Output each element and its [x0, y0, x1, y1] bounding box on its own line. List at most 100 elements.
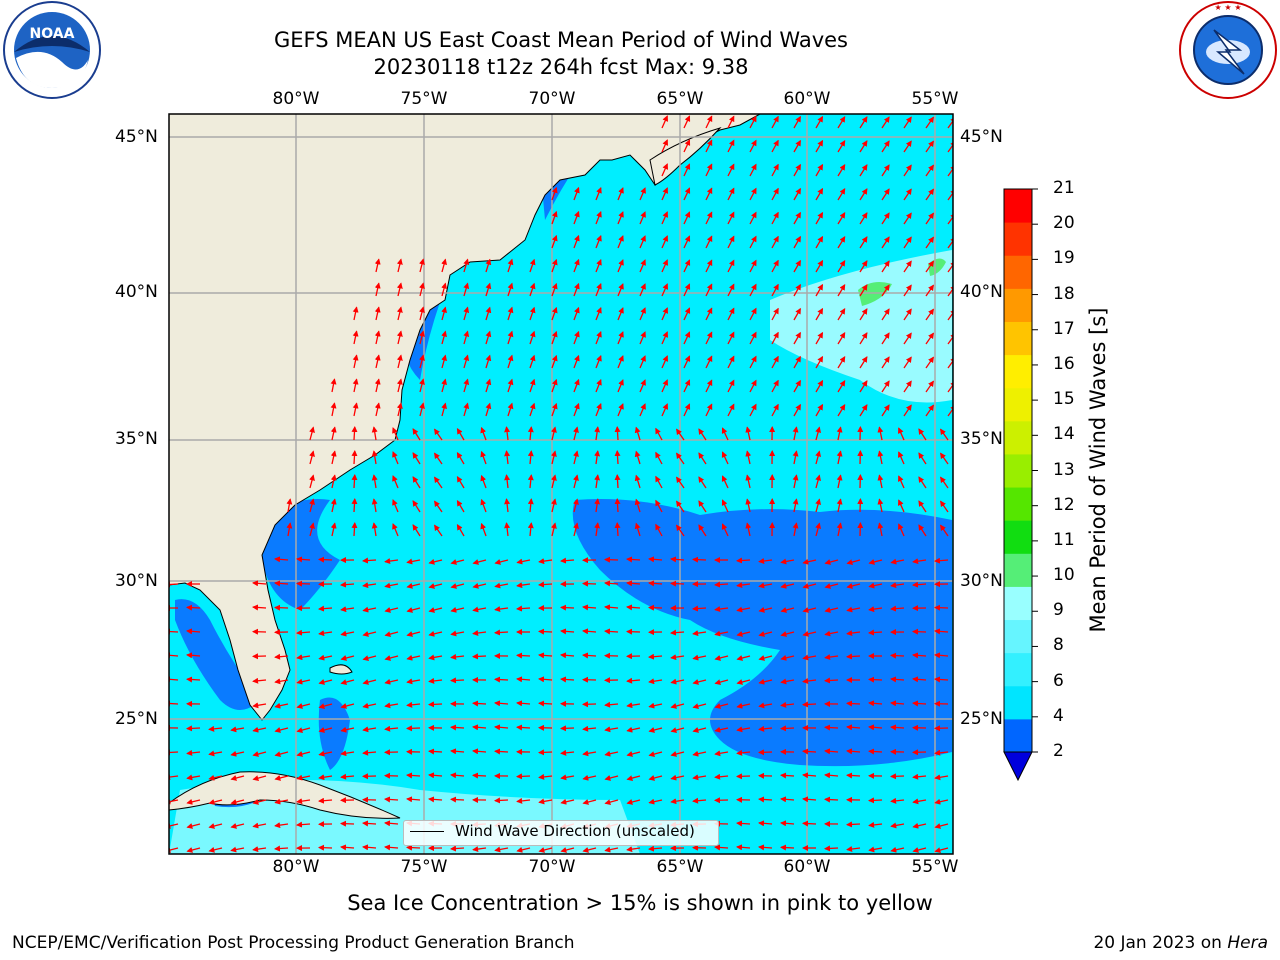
wind-wave-arrow: [898, 475, 905, 489]
lat-label-left: 25°N: [115, 709, 158, 729]
wind-wave-arrow: [614, 498, 621, 513]
wind-wave-arrow: [721, 499, 729, 513]
wind-wave-arrow: [472, 748, 487, 755]
colorbar-segment: [1004, 255, 1032, 289]
wind-wave-arrow: [614, 522, 621, 537]
wind-wave-arrow: [450, 772, 465, 779]
wind-wave-arrow: [485, 402, 492, 417]
wind-wave-arrow: [617, 331, 624, 345]
wind-wave-arrow: [745, 450, 752, 465]
wind-wave-arrow: [661, 235, 669, 249]
wind-wave-arrow: [912, 628, 927, 635]
wind-wave-arrow: [617, 187, 624, 201]
wind-wave-arrow: [890, 822, 905, 829]
wind-wave-arrow: [634, 474, 641, 489]
wind-wave-arrow: [824, 606, 839, 613]
wind-wave-arrow: [371, 498, 378, 513]
wind-wave-arrow: [485, 306, 492, 321]
wind-wave-arrow: [912, 581, 927, 588]
wind-wave-arrow: [450, 653, 465, 660]
wind-wave-arrow: [296, 798, 311, 805]
wind-wave-arrow: [705, 163, 713, 177]
wind-wave-arrow: [396, 282, 403, 297]
wind-wave-arrow: [940, 524, 949, 537]
wind-wave-arrow: [683, 379, 691, 393]
wind-wave-arrow: [890, 676, 905, 683]
wind-wave-arrow: [384, 844, 399, 851]
wind-wave-arrow: [721, 475, 729, 489]
wind-wave-arrow: [655, 523, 663, 537]
wind-wave-arrow: [362, 557, 377, 564]
wind-wave-arrow: [846, 724, 861, 731]
lon-label-bottom: 70°W: [528, 857, 576, 877]
wind-wave-arrow: [456, 523, 465, 537]
wind-wave-arrow: [472, 630, 487, 636]
colorbar-segment: [1004, 453, 1032, 488]
colorbar-tick-label: 14: [1053, 424, 1075, 445]
wind-wave-arrow: [604, 556, 619, 563]
wind-wave-arrow: [406, 654, 421, 661]
wind-wave-arrow: [824, 796, 839, 803]
wind-wave-arrow: [296, 703, 311, 709]
wind-wave-arrow: [450, 724, 465, 731]
wind-wave-arrow: [846, 559, 861, 565]
wind-wave-arrow: [507, 330, 514, 345]
wind-wave-arrow: [330, 426, 337, 441]
wind-wave-arrow: [648, 556, 663, 563]
wind-wave-arrow: [252, 580, 267, 587]
wind-wave-arrow: [947, 188, 953, 201]
wind-wave-arrow: [749, 235, 757, 249]
wind-wave-arrow: [604, 846, 619, 853]
wind-wave-arrow: [516, 652, 531, 659]
wind-wave-arrow: [846, 606, 861, 613]
wind-wave-arrow: [392, 427, 399, 441]
lon-label-top: 65°W: [656, 89, 704, 109]
footer-machine: Hera: [1227, 933, 1268, 953]
wind-wave-arrow: [374, 282, 381, 297]
wind-wave-arrow: [340, 679, 355, 685]
wind-wave-arrow: [714, 630, 729, 637]
wind-wave-arrow: [802, 796, 817, 803]
wind-wave-arrow: [434, 476, 443, 489]
wind-wave-arrow: [683, 187, 691, 201]
wind-wave-arrow: [877, 426, 884, 441]
wind-wave-arrow: [504, 426, 511, 441]
wind-wave-arrow: [538, 581, 553, 588]
wind-wave-arrow: [736, 726, 751, 733]
wind-wave-arrow: [721, 427, 729, 441]
wind-wave-arrow: [868, 846, 883, 853]
wind-wave-arrow: [516, 700, 531, 707]
wind-wave-arrow: [881, 164, 890, 177]
wind-wave-arrow: [480, 450, 487, 465]
wind-wave-arrow: [683, 211, 691, 225]
wind-wave-arrow: [507, 258, 514, 273]
wind-wave-arrow: [169, 700, 179, 707]
wind-wave-arrow: [859, 116, 868, 129]
wind-wave-arrow: [912, 847, 927, 853]
wind-wave-arrow: [573, 378, 580, 393]
wind-wave-arrow: [912, 798, 927, 805]
colorbar-tick-label: 12: [1053, 494, 1075, 515]
wind-wave-arrow: [947, 164, 953, 177]
wind-wave-arrow: [441, 330, 447, 345]
wind-wave-arrow: [274, 604, 289, 611]
wind-wave-arrow: [692, 630, 707, 637]
wind-wave-arrow: [186, 676, 201, 683]
wind-wave-arrow: [582, 628, 597, 635]
wind-wave-arrow: [780, 607, 795, 613]
wind-wave-arrow: [925, 116, 934, 129]
wind-wave-arrow: [815, 139, 824, 153]
wind-wave-arrow: [683, 355, 691, 369]
wind-wave-arrow: [529, 306, 536, 321]
wind-wave-arrow: [877, 522, 884, 537]
wind-wave-arrow: [186, 604, 201, 611]
wind-wave-arrow: [463, 354, 470, 369]
wind-wave-arrow: [868, 676, 883, 683]
wind-wave-arrow: [582, 580, 597, 587]
wind-wave-arrow: [859, 404, 868, 417]
wind-wave-arrow: [745, 474, 752, 489]
wind-wave-arrow: [648, 580, 663, 587]
wind-wave-arrow: [463, 402, 470, 417]
wind-wave-arrow: [749, 283, 757, 297]
wind-wave-arrow: [925, 164, 934, 177]
